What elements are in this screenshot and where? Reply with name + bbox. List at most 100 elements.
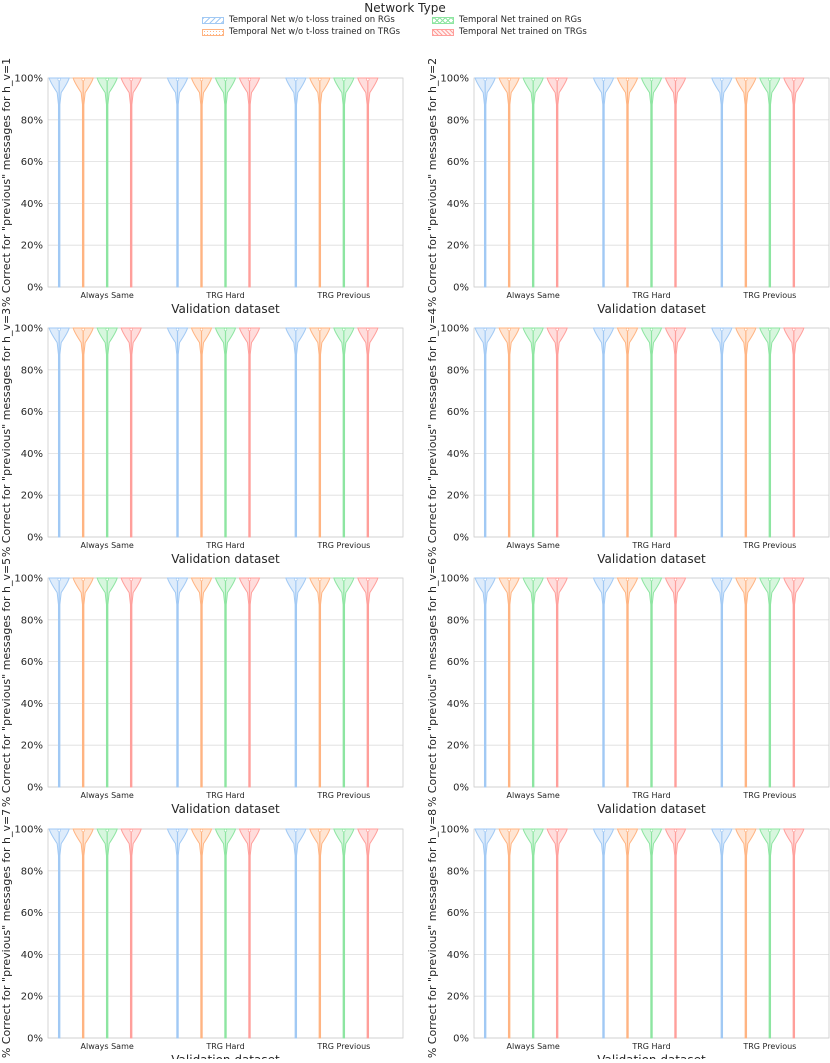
violin-median [744, 327, 748, 332]
x-axis-label: Validation dataset [597, 302, 706, 316]
y-tick-label: 0% [27, 533, 43, 544]
y-tick-label: 80% [21, 365, 43, 376]
y-tick-label: 60% [21, 157, 43, 168]
violin-median [199, 828, 204, 833]
violin-median [366, 77, 370, 82]
violin-median [601, 577, 606, 582]
violin-median [175, 77, 180, 82]
y-tick-label: 60% [21, 657, 43, 668]
x-tick-label: TRG Previous [742, 791, 796, 800]
x-tick-label: Always Same [507, 1042, 560, 1051]
legend-title: Network Type [364, 1, 446, 15]
x-tick-label: TRG Hard [205, 1042, 244, 1051]
violin-median [507, 77, 511, 82]
legend-swatch-dots [202, 28, 224, 36]
violin-median [57, 828, 61, 833]
violin-median [318, 327, 322, 332]
y-axis-label: % Correct for "previous" messages for h_… [426, 308, 439, 557]
x-tick-label: TRG Previous [742, 1042, 796, 1051]
y-tick-label: 60% [447, 657, 469, 668]
y-tick-label: 20% [447, 992, 469, 1003]
y-axis-label: % Correct for "previous" messages for h_… [0, 58, 13, 307]
violin-median [601, 77, 606, 82]
violin-median [483, 577, 487, 582]
y-tick-label: 100% [440, 574, 469, 585]
y-tick-label: 0% [453, 1034, 469, 1045]
x-axis-label: Validation dataset [597, 1053, 706, 1059]
violin-median [744, 77, 748, 82]
y-tick-label: 0% [453, 283, 469, 294]
y-tick-label: 0% [27, 1034, 43, 1045]
violin-median [555, 828, 559, 833]
violin-median [199, 327, 204, 332]
violin-median [792, 828, 796, 833]
panel-2: 0% 20% 40% 60% 80% 100% Always Same TRG Hard TRG… [426, 58, 830, 316]
violin-median [199, 577, 204, 582]
y-tick-label: 0% [453, 783, 469, 794]
violin-median [342, 828, 346, 833]
legend: Network Type Temporal Net w/o t-loss tra… [196, 0, 614, 44]
y-tick-label: 80% [21, 615, 43, 626]
violin-median [720, 77, 724, 82]
violin-median [483, 77, 487, 82]
violin-median [81, 577, 85, 582]
x-axis-label: Validation dataset [171, 802, 280, 816]
violin-median [720, 327, 724, 332]
violin-median [744, 577, 748, 582]
violin-median [247, 327, 252, 332]
violin-median [768, 327, 772, 332]
y-tick-label: 20% [21, 741, 43, 752]
violin-median [199, 77, 204, 82]
panel-8: 0% 20% 40% 60% 80% 100% Always Same TRG Hard TRG… [426, 809, 830, 1063]
violin-median [81, 327, 85, 332]
violin-median [625, 327, 630, 332]
violin-median [223, 577, 228, 582]
x-tick-label: Always Same [81, 291, 134, 300]
x-tick-label: TRG Previous [316, 791, 370, 800]
y-tick-label: 0% [27, 283, 43, 294]
violin-median [673, 327, 678, 332]
violin-median [366, 577, 370, 582]
violin-median [342, 327, 346, 332]
violin-median [483, 828, 487, 833]
y-tick-label: 20% [21, 992, 43, 1003]
x-tick-label: TRG Hard [631, 1042, 670, 1051]
violin-median [531, 327, 535, 332]
y-tick-label: 40% [447, 199, 469, 210]
x-tick-label: Always Same [81, 791, 134, 800]
y-tick-label: 60% [447, 407, 469, 418]
violin-median [247, 577, 252, 582]
x-tick-label: TRG Previous [316, 291, 370, 300]
y-tick-label: 100% [14, 324, 43, 335]
violin-median [57, 577, 61, 582]
legend-label: Temporal Net trained on TRGs [459, 27, 587, 37]
violin-median [555, 77, 559, 82]
x-tick-label: TRG Hard [631, 291, 670, 300]
violin-median [366, 828, 370, 833]
y-tick-label: 100% [14, 574, 43, 585]
violin-median [744, 828, 748, 833]
x-tick-label: TRG Previous [742, 291, 796, 300]
x-tick-label: Always Same [507, 541, 560, 550]
y-axis-label: % Correct for "previous" messages for h_… [426, 58, 439, 307]
violin-median [294, 327, 298, 332]
violin-median [601, 828, 606, 833]
violin-median [649, 327, 654, 332]
y-tick-label: 20% [447, 241, 469, 252]
y-tick-label: 80% [21, 866, 43, 877]
x-axis-label: Validation dataset [171, 302, 280, 316]
violin-median [768, 828, 772, 833]
y-tick-label: 100% [440, 324, 469, 335]
y-tick-label: 40% [447, 449, 469, 460]
y-tick-label: 0% [27, 783, 43, 794]
x-axis-label: Validation dataset [171, 1053, 280, 1059]
violin-median [129, 77, 133, 82]
y-tick-label: 60% [447, 908, 469, 919]
x-tick-label: TRG Hard [205, 791, 244, 800]
x-tick-label: Always Same [81, 1042, 134, 1051]
violin-median [720, 577, 724, 582]
violin-median [318, 828, 322, 833]
y-tick-label: 80% [447, 115, 469, 126]
violin-median [673, 77, 678, 82]
